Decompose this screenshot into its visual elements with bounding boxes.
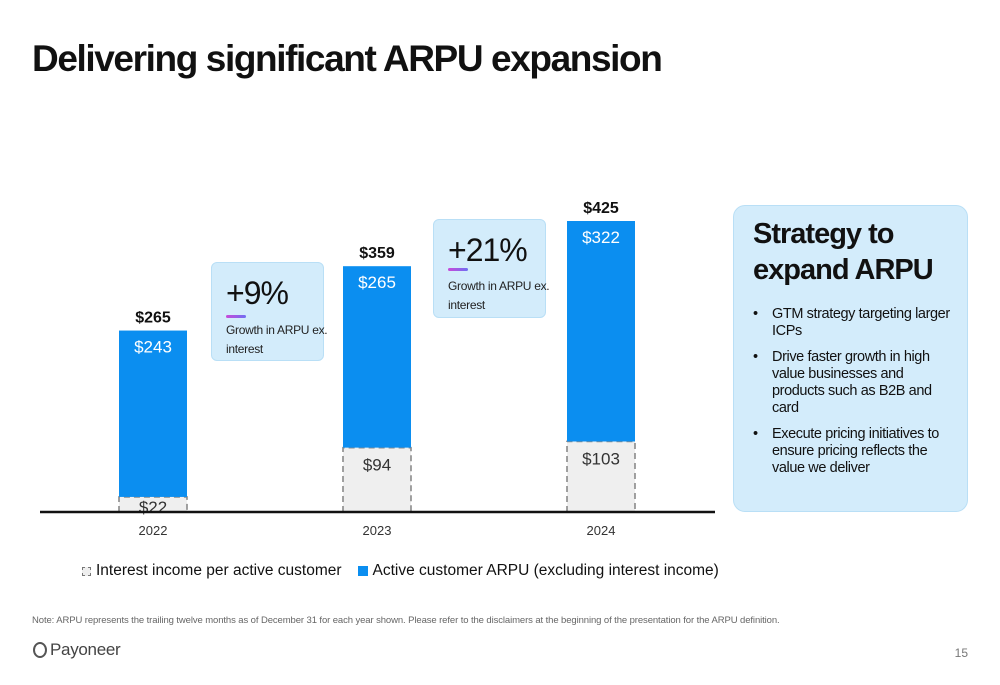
legend-swatch-dashed [82,566,91,576]
gradient-accent-bar [448,268,468,271]
payoneer-logo: Payoneer [33,640,121,660]
bar-value-label-interest: $94 [363,456,391,475]
strategy-bullet: Drive faster growth in high value busine… [753,349,958,417]
footnote: Note: ARPU represents the trailing twelv… [32,615,780,626]
legend-item-arpu: Active customer ARPU (excluding interest… [357,562,719,580]
bar-total-label: $425 [583,200,619,217]
bar-segment-arpu [119,330,187,497]
growth-callout-value: +21% [448,232,528,268]
bar-value-label-arpu: $322 [582,228,620,247]
growth-callout-value: +9% [226,275,289,311]
bar-value-label-arpu: $265 [358,273,396,292]
bar-total-label: $359 [359,245,395,262]
bar-segment-arpu [343,266,411,448]
strategy-panel: Strategy to expand ARPU GTM strategy tar… [733,205,968,512]
bar-segment-interest [119,496,187,512]
gradient-accent-bar [226,315,246,318]
bar-segment-interest [343,447,411,512]
growth-callout-2023: +9% Growth in ARPU ex. interest [211,262,328,361]
strategy-list: GTM strategy targeting larger ICPs Drive… [753,306,958,486]
legend-swatch-blue [357,566,368,576]
strategy-bullet: Execute pricing initiatives to ensure pr… [753,426,958,477]
bar-segment-interest [567,441,635,512]
growth-callout-desc: Growth in ARPU ex. interest [448,279,550,312]
bar-segment-interest-outline [342,446,412,512]
logo-text: Payoneer [50,640,121,659]
x-tick-label: 2022 [139,523,168,538]
page-number: 15 [954,646,968,660]
logo-ring-icon [33,642,47,658]
bar-total-label: $265 [135,310,171,327]
page-title: Delivering significant ARPU expansion [32,38,663,79]
legend-item-interest: Interest income per active customer [82,562,342,580]
bar-value-label-arpu: $243 [134,338,172,357]
x-tick-label: 2023 [363,523,392,538]
legend-label: Active customer ARPU (excluding interest… [372,562,719,579]
bar-segment-arpu [567,221,635,442]
bar-segment-interest-outline [118,496,188,512]
x-tick-label: 2024 [587,523,616,538]
bar-value-label-interest: $22 [139,498,167,517]
growth-callout-desc: Growth in ARPU ex. interest [226,323,328,356]
bar-value-label-interest: $103 [582,449,620,468]
strategy-heading: Strategy to expand ARPU [753,218,934,286]
legend-label: Interest income per active customer [96,562,342,579]
growth-callout-2024: +21% Growth in ARPU ex. interest [433,219,550,318]
strategy-bullet: GTM strategy targeting larger ICPs [753,306,958,340]
chart-legend: Interest income per active customer Acti… [82,562,735,580]
